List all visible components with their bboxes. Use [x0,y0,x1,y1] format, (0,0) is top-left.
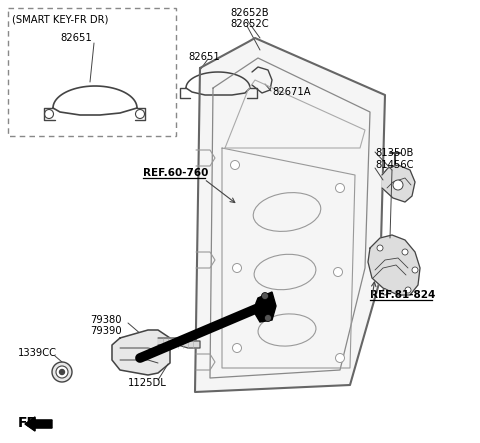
Circle shape [45,109,53,118]
Text: FR.: FR. [18,416,44,430]
Polygon shape [254,292,276,322]
Text: 1339CC: 1339CC [18,348,57,358]
Circle shape [232,343,241,353]
Circle shape [230,160,240,170]
Circle shape [264,315,272,322]
Circle shape [336,183,345,193]
Circle shape [52,362,72,382]
Text: 82651: 82651 [60,33,92,43]
Circle shape [405,287,411,293]
Text: 82652C: 82652C [230,19,269,29]
Circle shape [382,289,388,295]
Text: 82671A: 82671A [272,87,311,97]
Text: 79390: 79390 [90,326,121,336]
Polygon shape [195,38,385,392]
Polygon shape [368,235,420,295]
Text: (SMART KEY-FR DR): (SMART KEY-FR DR) [12,14,108,24]
Text: 1125DL: 1125DL [128,378,167,388]
Polygon shape [382,165,415,202]
Text: 81350B: 81350B [375,148,413,158]
Circle shape [232,264,241,272]
Circle shape [336,354,345,362]
Circle shape [334,268,343,276]
Polygon shape [112,330,170,375]
Circle shape [262,292,268,299]
Text: REF.81-824: REF.81-824 [370,290,435,300]
Text: 82652B: 82652B [230,8,269,18]
Polygon shape [25,417,52,431]
Circle shape [402,249,408,255]
FancyBboxPatch shape [8,8,176,136]
Polygon shape [158,338,200,348]
Circle shape [56,366,68,378]
Circle shape [393,180,403,190]
Text: 82651: 82651 [188,52,220,62]
Text: 81456C: 81456C [375,160,413,170]
Text: 79380: 79380 [90,315,121,325]
Circle shape [135,109,144,118]
Text: REF.60-760: REF.60-760 [143,168,208,178]
Circle shape [412,267,418,273]
Circle shape [60,369,64,374]
Circle shape [377,245,383,251]
